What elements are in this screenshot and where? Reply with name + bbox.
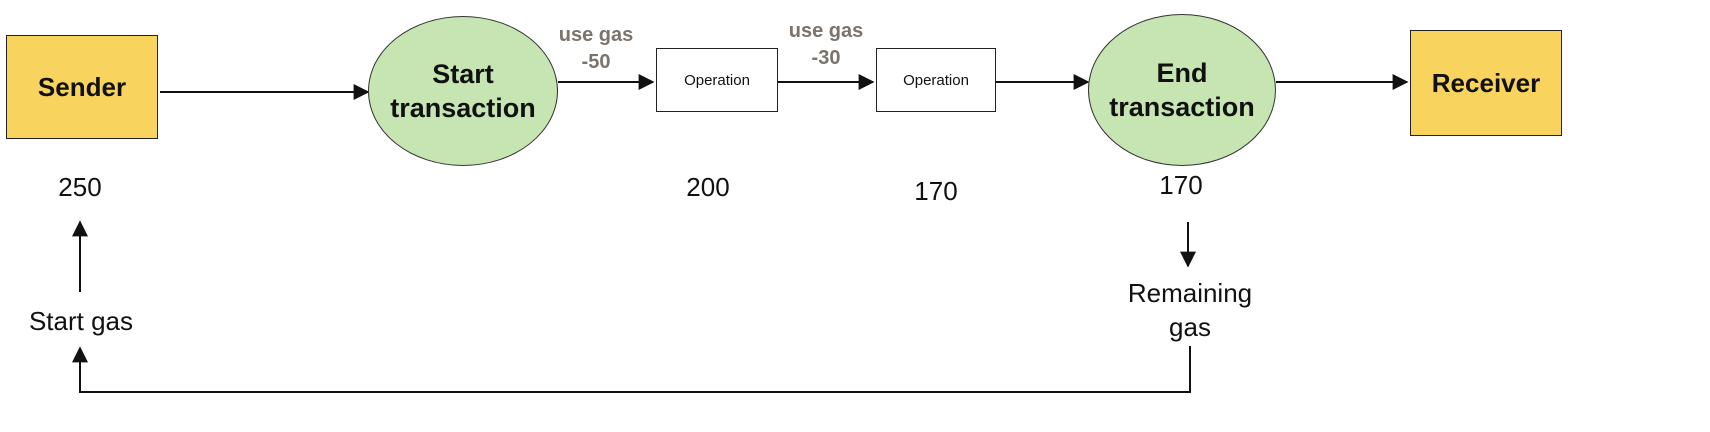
sender-box: Sender	[6, 35, 158, 139]
sender-gas-value: 250	[58, 172, 102, 202]
gas-use-1-text: use gas	[558, 24, 634, 46]
gas-use-label-1: use gas -50	[546, 22, 646, 76]
start-gas-label: Start gas	[28, 306, 134, 336]
receiver-label: Receiver	[1431, 67, 1541, 98]
arrow-return-loop	[72, 346, 1191, 393]
start-transaction-line-2: transaction	[390, 93, 536, 123]
end-transaction-line-1: End	[1156, 58, 1208, 88]
operation-box-1: Operation	[656, 48, 778, 112]
end-transaction-node: End transaction	[1088, 14, 1276, 166]
remaining-gas-label: Remaining gas	[1100, 276, 1280, 344]
sender-label: Sender	[37, 71, 127, 102]
remaining-gas-line-1: Remaining	[1127, 278, 1253, 308]
end-gas-value: 170	[1159, 170, 1203, 200]
after-operation-2-value: 170	[914, 176, 958, 206]
operation-2-label: Operation	[903, 71, 969, 89]
start-transaction-line-1: Start	[432, 59, 494, 89]
remaining-gas-line-2: gas	[1169, 312, 1211, 342]
operation-1-label: Operation	[684, 71, 750, 89]
after-operation-1-value: 200	[686, 172, 730, 202]
gas-use-2-amount: -30	[811, 47, 841, 69]
gas-use-1-amount: -50	[581, 51, 611, 73]
receiver-box: Receiver	[1410, 30, 1562, 136]
end-transaction-line-2: transaction	[1109, 92, 1255, 122]
gas-use-2-text: use gas	[788, 20, 864, 42]
operation-box-2: Operation	[876, 48, 996, 112]
gas-use-label-2: use gas -30	[776, 18, 876, 72]
start-transaction-node: Start transaction	[368, 16, 558, 166]
